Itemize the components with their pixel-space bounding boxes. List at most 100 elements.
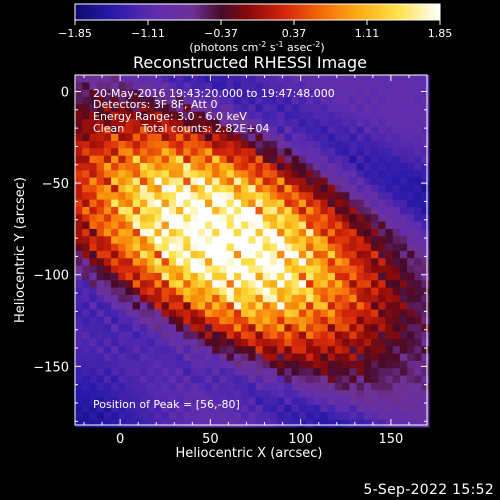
heatmap-cell (356, 199, 365, 208)
heatmap-cell (306, 104, 314, 113)
heatmap-cell (284, 133, 293, 142)
heatmap-cell (399, 170, 408, 179)
heatmap-cell (154, 206, 163, 215)
heatmap-cell (118, 360, 127, 369)
heatmap-cell (82, 221, 91, 230)
heatmap-cell (96, 265, 105, 274)
heatmap-cell (226, 302, 235, 311)
heatmap-cell (407, 331, 415, 340)
heatmap-cell (241, 75, 249, 83)
heatmap-cell (327, 126, 336, 135)
heatmap-cell (284, 324, 293, 333)
heatmap-cell (284, 331, 293, 340)
heatmap-cell (414, 265, 423, 274)
heatmap-cell (241, 346, 249, 355)
heatmap-cell (125, 309, 134, 318)
heatmap-cell (284, 199, 293, 208)
heatmap-cell (103, 368, 112, 377)
heatmap-cell (176, 375, 184, 384)
heatmap-cell (139, 111, 148, 120)
heatmap-cell (139, 302, 148, 311)
heatmap-cell (291, 412, 300, 421)
heatmap-cell (421, 375, 430, 384)
heatmap-cell (75, 331, 83, 340)
heatmap-cell (421, 140, 430, 149)
heatmap-cell (334, 265, 343, 274)
heatmap-cell (111, 309, 119, 318)
heatmap-cell (349, 126, 358, 135)
heatmap-cell (183, 214, 192, 223)
heatmap-cell (168, 118, 177, 127)
heatmap-cell (320, 412, 329, 421)
heatmap-cell (75, 126, 83, 135)
heatmap-cell (139, 258, 148, 267)
heatmap-cell (284, 412, 293, 421)
heatmap-cell (89, 140, 98, 149)
heatmap-cell (320, 360, 329, 369)
heatmap-cell (96, 221, 105, 230)
heatmap-cell (342, 309, 350, 318)
heatmap-cell (147, 338, 156, 347)
heatmap-cell (219, 228, 228, 237)
heatmap-cell (233, 390, 242, 399)
heatmap-cell (147, 346, 156, 355)
heatmap-cell (306, 206, 314, 215)
heatmap-cell (269, 302, 278, 311)
heatmap-cell (363, 118, 372, 127)
heatmap-cell (320, 111, 329, 120)
heatmap-cell (75, 272, 83, 281)
heatmap-cell (103, 316, 112, 325)
heatmap-cell (313, 236, 322, 245)
heatmap-cell (226, 75, 235, 83)
heatmap-cell (161, 206, 170, 215)
heatmap-cell (161, 82, 170, 91)
heatmap-cell (241, 192, 249, 201)
x-tick-label: 50 (202, 432, 219, 447)
heatmap-cell (342, 346, 350, 355)
heatmap-cell (147, 250, 156, 259)
heatmap-cell (298, 294, 307, 303)
heatmap-cell (414, 390, 423, 399)
heatmap-cell (176, 338, 184, 347)
heatmap-cell (190, 243, 199, 252)
heatmap-cell (118, 272, 127, 281)
heatmap-cell (342, 82, 350, 91)
heatmap-cell (385, 221, 394, 230)
heatmap-cell (132, 280, 141, 289)
heatmap-cell (212, 287, 221, 296)
heatmap-cell (125, 89, 134, 98)
heatmap-cell (147, 184, 156, 193)
heatmap-cell (407, 412, 415, 421)
heatmap-cell (212, 155, 221, 164)
heatmap-cell (255, 338, 264, 347)
plot-frame (74, 74, 428, 426)
heatmap-cell (248, 324, 257, 333)
heatmap-cell (125, 243, 134, 252)
heatmap-cell (298, 206, 307, 215)
heatmap-cell (197, 133, 206, 142)
heatmap-cell (204, 104, 213, 113)
heatmap-cell (103, 353, 112, 362)
heatmap-cell (298, 177, 307, 186)
heatmap-cell (421, 82, 430, 91)
heatmap-cell (248, 250, 257, 259)
heatmap-cell (378, 404, 387, 413)
heatmap-cell (89, 316, 98, 325)
heatmap-cell (327, 177, 336, 186)
heatmap-cell (320, 419, 329, 428)
heatmap-cell (269, 75, 278, 83)
heatmap-cell (111, 258, 119, 267)
heatmap-cell (371, 133, 379, 142)
heatmap-cell (103, 155, 112, 164)
heatmap-cell (262, 338, 271, 347)
heatmap-cell (204, 162, 213, 171)
heatmap-cell (176, 206, 184, 215)
heatmap-cell (414, 382, 423, 391)
heatmap-cell (89, 148, 98, 157)
heatmap-cell (233, 412, 242, 421)
heatmap-cell (313, 353, 322, 362)
heatmap-cell (241, 353, 249, 362)
heatmap-cell (349, 294, 358, 303)
heatmap-cell (356, 184, 365, 193)
heatmap-cell (313, 214, 322, 223)
